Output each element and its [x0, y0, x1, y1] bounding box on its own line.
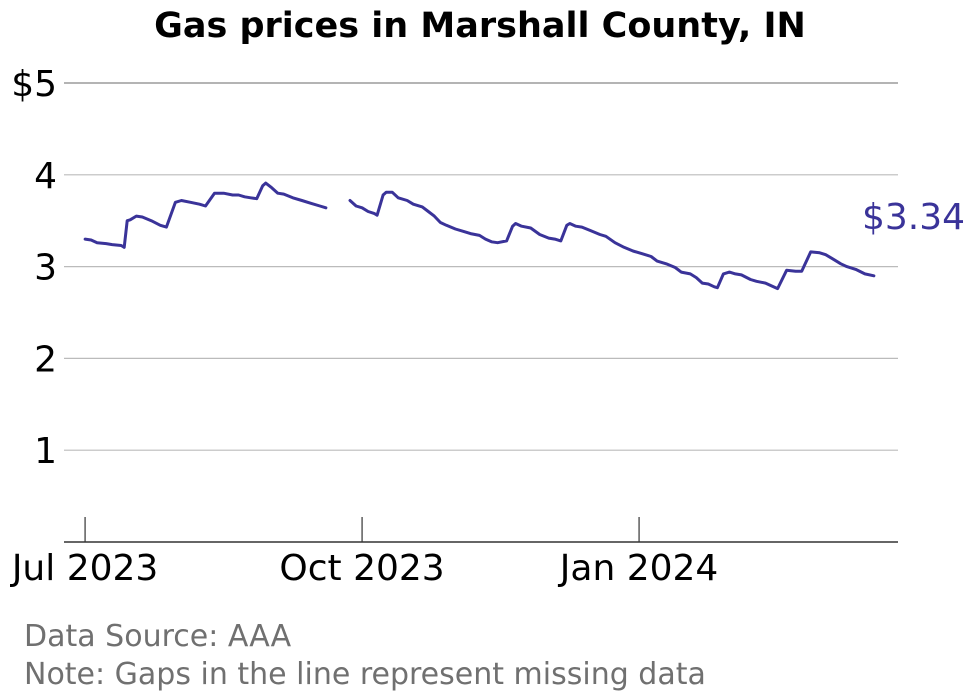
- chart-title: Gas prices in Marshall County, IN: [154, 6, 806, 46]
- x-tick-label: Oct 2023: [279, 548, 444, 589]
- latest-price-label: $3.34: [862, 197, 965, 238]
- data-source-text: Data Source: AAA: [24, 619, 292, 654]
- grid-lines: [64, 82, 898, 451]
- y-tick-label: 1: [34, 431, 57, 472]
- y-axis-ticks: $5 4 3 2 1: [11, 64, 57, 472]
- price-line-segment: [348, 190, 876, 291]
- y-tick-label: 4: [34, 156, 57, 197]
- footer-note-text: Note: Gaps in the line represent missing…: [24, 657, 706, 692]
- x-tick-label: Jan 2024: [558, 548, 719, 589]
- price-series: [83, 181, 876, 291]
- y-tick-label: 2: [34, 339, 57, 380]
- price-line-segment: [83, 181, 328, 249]
- y-tick-label: $5: [11, 64, 57, 105]
- x-axis-ticks: Jul 2023 Oct 2023 Jan 2024: [10, 517, 719, 589]
- y-tick-label: 3: [34, 248, 57, 289]
- x-tick-label: Jul 2023: [10, 548, 159, 589]
